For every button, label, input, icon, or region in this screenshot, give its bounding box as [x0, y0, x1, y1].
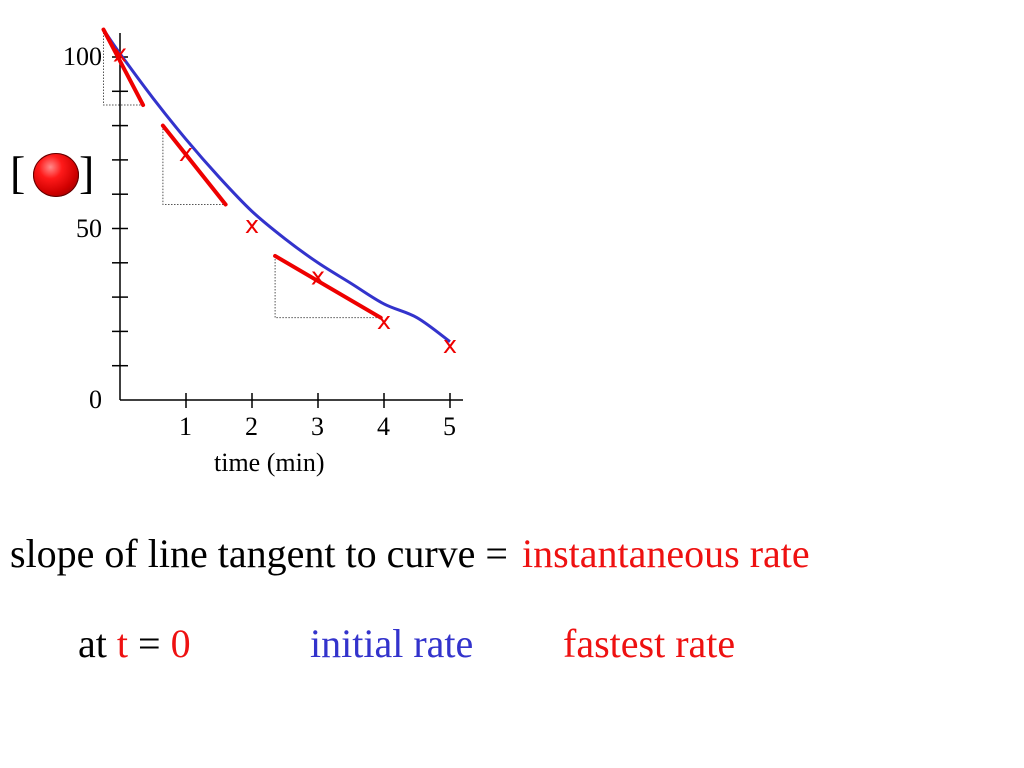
caption-zero: 0 [170, 621, 191, 666]
y-ticks [112, 56, 128, 367]
red-ball-icon [33, 153, 79, 197]
y-bracket-open: [ [10, 147, 26, 198]
tangent-line-2 [160, 123, 228, 207]
y-tick-label-100: 100 [63, 42, 102, 71]
caption-initial-rate: initial rate [310, 621, 474, 666]
slope-guide-1 [103, 29, 144, 106]
caption-at: at [78, 621, 107, 666]
x-tick-label-3: 3 [311, 412, 324, 441]
y-tick-label-50: 50 [76, 213, 102, 243]
caption-equals: = [138, 621, 161, 666]
x-axis-label: time (min) [214, 448, 325, 477]
marker-x-1: x [113, 40, 127, 68]
slope-guides [103, 29, 381, 319]
marker-x-4: x [311, 263, 325, 291]
concentration-time-chart: x x x x x x [101, 27, 463, 408]
caption-slope-text: slope of line tangent to curve = [10, 531, 508, 576]
x-tick-label-5: 5 [443, 412, 456, 441]
concentration-curve [102, 28, 451, 343]
tangent-line-1 [101, 27, 146, 108]
marker-x-2: x [179, 139, 193, 167]
y-tick-label-0: 0 [89, 385, 102, 414]
caption-line-2: at t = 0 [78, 620, 191, 667]
x-ticks [185, 393, 451, 408]
marker-x-3: x [245, 211, 259, 239]
y-bracket-close: ] [79, 147, 95, 198]
x-tick-label-1: 1 [179, 412, 192, 441]
data-markers: x x x x x x [113, 40, 457, 360]
caption-fastest-rate: fastest rate [563, 621, 736, 666]
x-tick-label-2: 2 [245, 412, 258, 441]
slope-guide-2 [162, 125, 226, 205]
slope-guide-3 [274, 255, 381, 319]
caption-instantaneous-rate: instantaneous rate [521, 531, 810, 576]
caption-t: t [116, 621, 128, 666]
marker-x-5: x [377, 307, 391, 335]
caption-line-1: slope of line tangent to curve = instant… [10, 530, 810, 577]
tangent-lines [101, 27, 383, 320]
x-tick-label-4: 4 [377, 412, 390, 441]
axes [119, 33, 463, 401]
marker-x-6: x [443, 331, 457, 359]
tangent-line-3 [273, 253, 383, 320]
